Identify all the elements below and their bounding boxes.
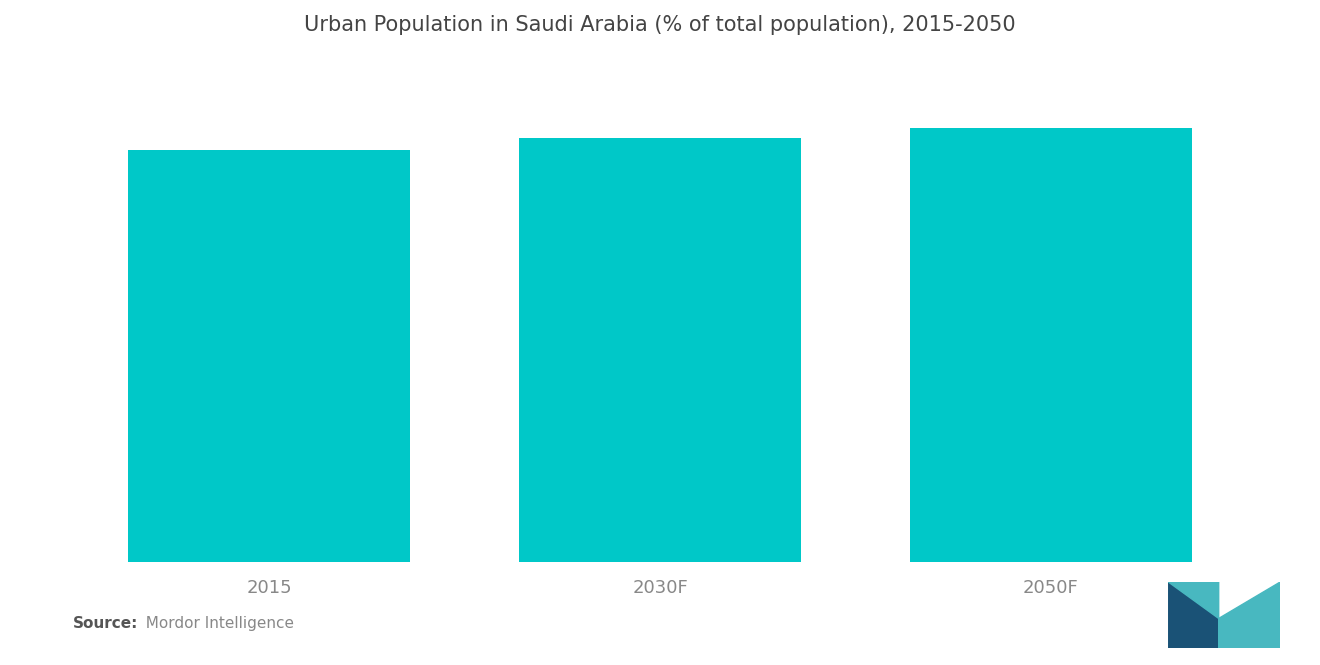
Text: Mordor Intelligence: Mordor Intelligence (136, 616, 294, 632)
Title: Urban Population in Saudi Arabia (% of total population), 2015-2050: Urban Population in Saudi Arabia (% of t… (304, 15, 1016, 35)
Text: Source:: Source: (73, 616, 139, 632)
Bar (911, 128, 1192, 562)
Bar (128, 150, 409, 562)
Polygon shape (1168, 582, 1218, 618)
Polygon shape (1168, 582, 1218, 648)
Bar (519, 138, 801, 562)
Polygon shape (1218, 582, 1280, 648)
